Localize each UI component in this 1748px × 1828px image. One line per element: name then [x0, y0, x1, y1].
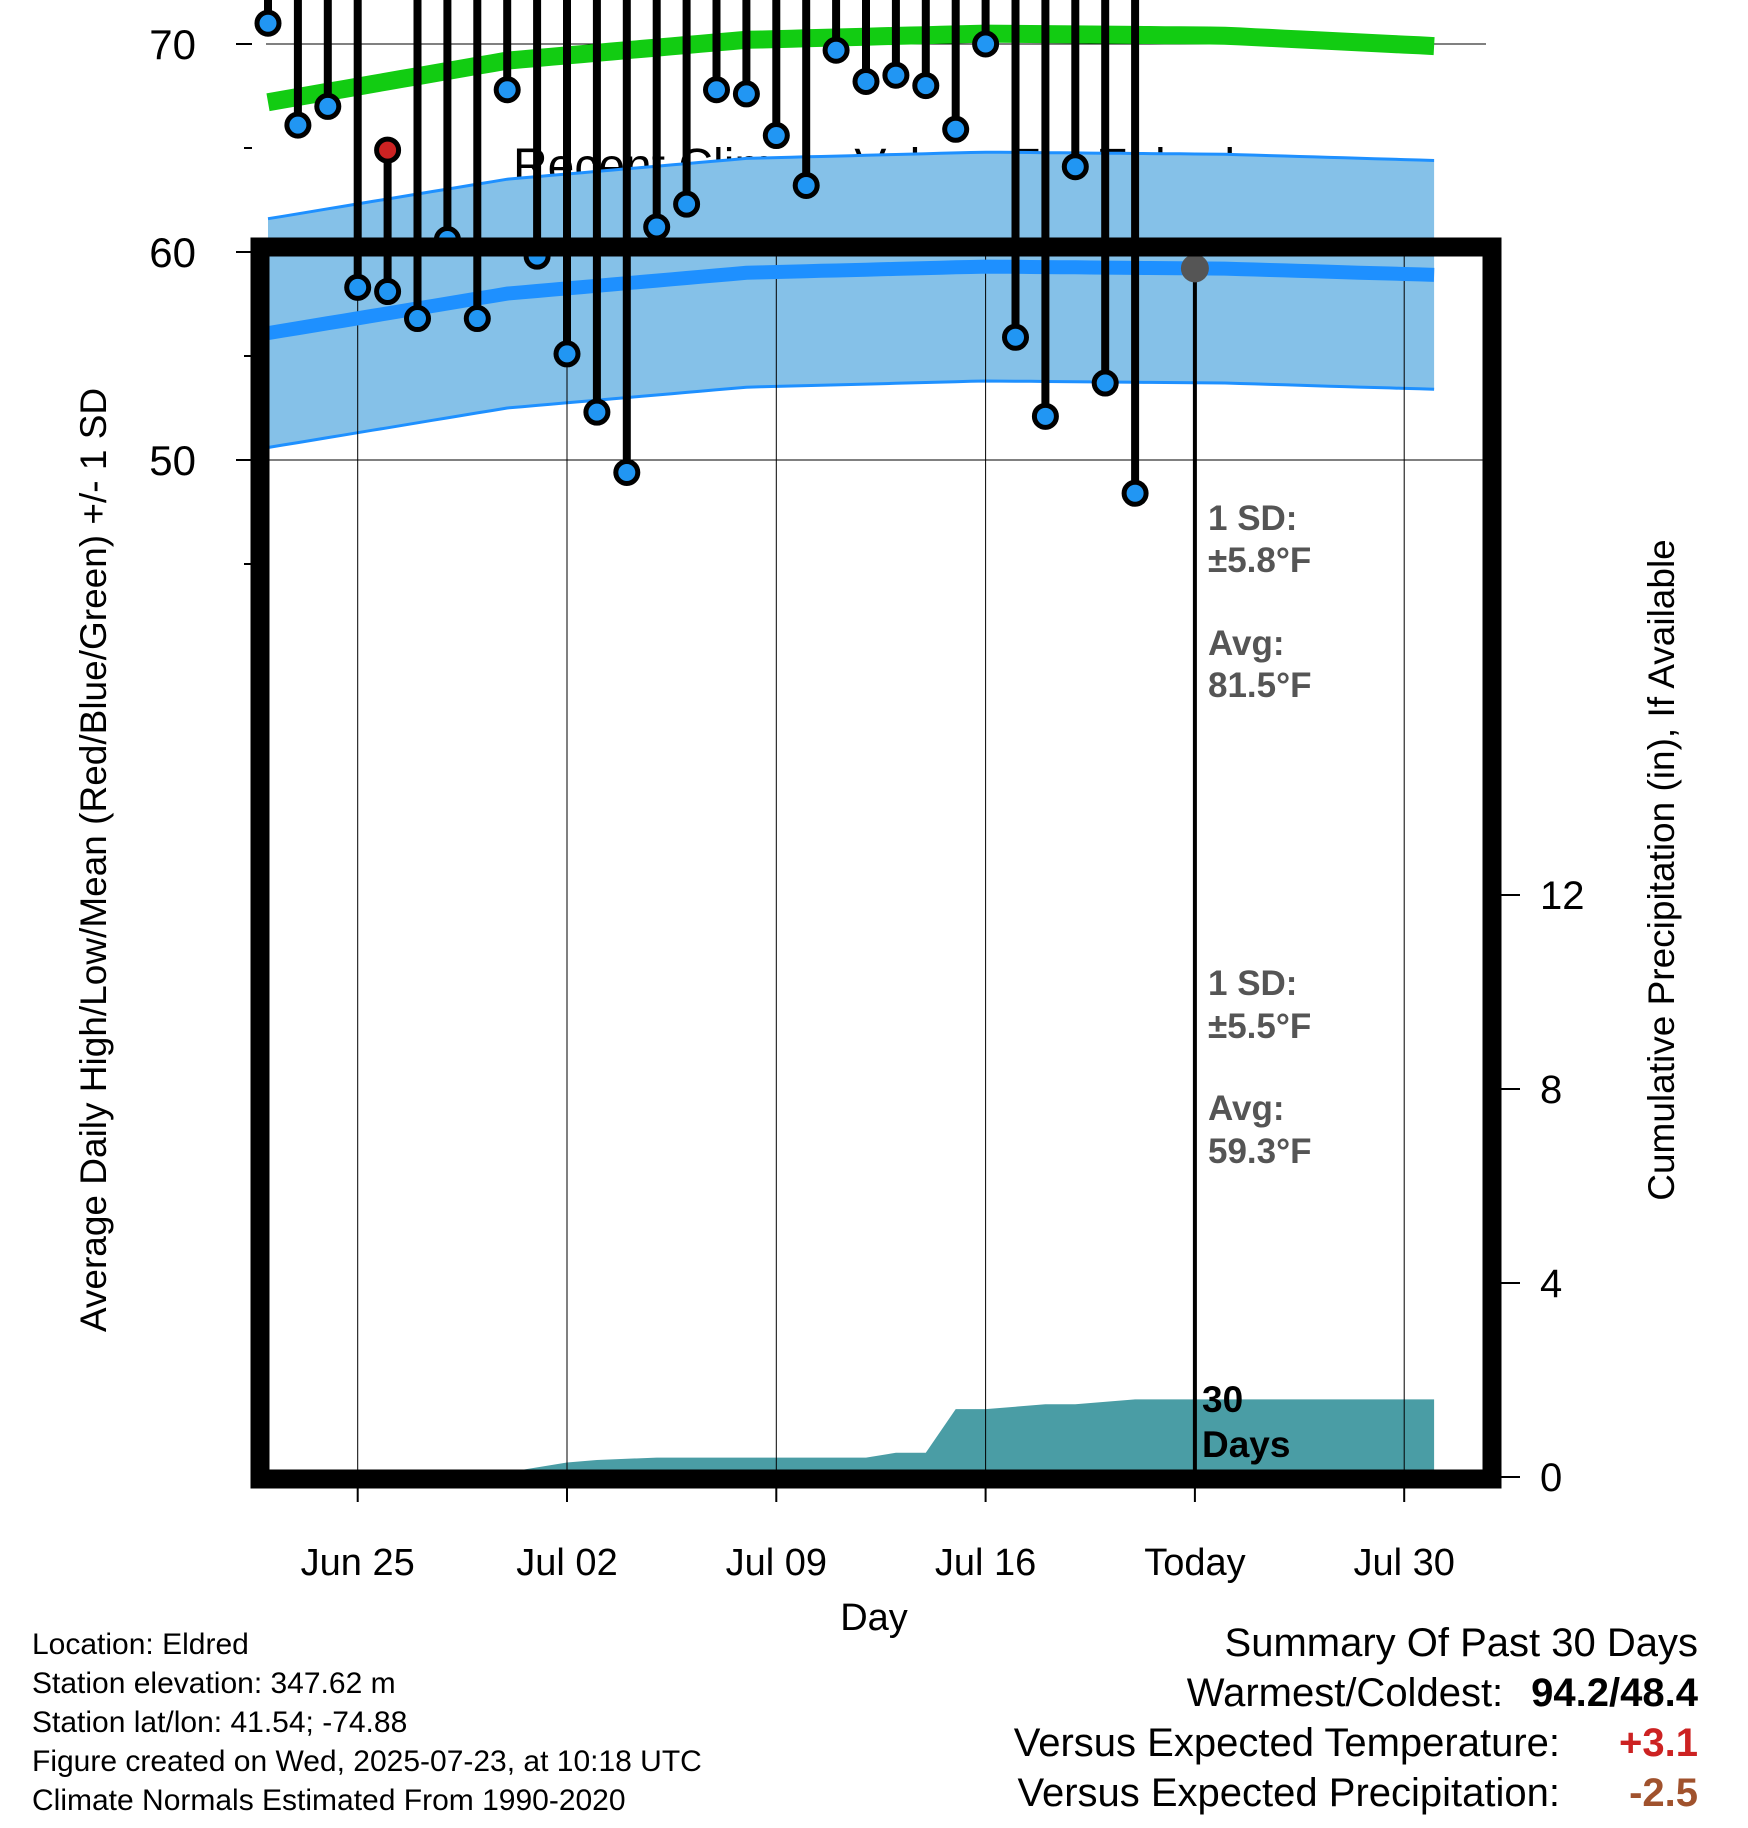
daily-stems: [254, 0, 1149, 507]
daily-low-dot: [822, 36, 850, 64]
summary-precipitation: Versus Expected Precipitation: -2.5: [798, 1768, 1698, 1818]
y-tick-label: 70: [149, 21, 196, 68]
y-tick-label: 50: [149, 437, 196, 484]
daily-low-dot: [404, 305, 431, 333]
axes: Jun 25 Jul 02 Jul 09 Jul 16 Today Jul 30 50 60 7…: [149, 21, 1585, 1584]
y-tick-label: 60: [149, 229, 196, 276]
low-sd-label: 1 SD:: [1208, 964, 1297, 1003]
warmest-coldest-label: Warmest/Coldest:: [1186, 1671, 1504, 1715]
warmest-coldest-value: 94.2/48.4: [1531, 1671, 1698, 1715]
elevation-text: Station elevation: 347.62 m: [32, 1667, 396, 1700]
daily-low-dot: [553, 340, 581, 368]
daily-low-dot: [284, 111, 312, 139]
high-sd-value: ±5.8°F: [1208, 541, 1311, 580]
y2-tick-label: 8: [1540, 1068, 1562, 1112]
summary-heading: Summary Of Past 30 Days: [1224, 1621, 1698, 1665]
daily-low-dot: [942, 115, 970, 143]
daily-low-dot: [972, 30, 1000, 58]
daily-low-dot: [1121, 479, 1149, 507]
low-sd-value: ±5.5°F: [1208, 1007, 1311, 1046]
x-tick-label: Today: [1144, 1542, 1245, 1584]
low-avg-value: 59.3°F: [1208, 1132, 1312, 1171]
temp-anomaly-value: +3.1: [1619, 1721, 1698, 1765]
daily-low-dot: [1091, 369, 1119, 397]
x-tick-label: Jun 25: [301, 1542, 415, 1584]
daily-low-dot: [1061, 153, 1089, 181]
low-avg-label: Avg:: [1208, 1089, 1284, 1128]
y2-tick-label: 12: [1540, 874, 1585, 918]
daily-low-dot: [1002, 323, 1029, 351]
x-tick-label: Jul 30: [1353, 1542, 1454, 1584]
daily-low-dot: [882, 61, 910, 89]
normal-lines: [266, 24, 1435, 341]
y-axis-label-right: Cumulative Precipitation (in), If Availa…: [1641, 539, 1682, 1201]
location-text: Location: Eldred: [32, 1628, 249, 1661]
summary-panel: Summary Of Past 30 Days Warmest/Coldest:…: [798, 1618, 1698, 1818]
latlon-text: Station lat/lon: 41.54; -74.88: [32, 1706, 408, 1739]
high-avg-value: 81.5°F: [1208, 666, 1312, 705]
low-sd-lower-edge: [267, 379, 1435, 449]
summary-temperature: Versus Expected Temperature: +3.1: [798, 1718, 1698, 1768]
high-sd-label: 1 SD:: [1208, 499, 1297, 538]
today-marker: [1180, 252, 1209, 1474]
daily-low-dot: [374, 278, 402, 306]
x-tick-label: Jul 02: [516, 1542, 617, 1584]
x-tick-label: Jul 09: [726, 1542, 827, 1584]
precip-anomaly-label: Versus Expected Precipitation:: [1017, 1771, 1560, 1815]
daily-low-dot: [703, 76, 730, 104]
daily-high-dot: [374, 136, 402, 164]
normal-mean-line: [266, 24, 1435, 112]
daily-low-dot: [493, 76, 521, 104]
today-low-avg-dot: [1180, 254, 1209, 283]
low-sd-band: [268, 152, 1435, 448]
created-text: Figure created on Wed, 2025-07-23, at 10…: [32, 1745, 702, 1778]
days-number: 30: [1202, 1379, 1243, 1420]
normals-text: Climate Normals Estimated From 1990-2020: [32, 1784, 626, 1817]
normal-bands: [267, 150, 1435, 449]
days-word: Days: [1202, 1424, 1290, 1465]
temp-anomaly-label: Versus Expected Temperature:: [1013, 1721, 1560, 1765]
daily-low-dot: [673, 190, 701, 218]
daily-low-dot: [852, 67, 880, 95]
daily-low-dot: [732, 80, 760, 108]
normal-low-line: [266, 259, 1435, 341]
daily-low-dot: [254, 9, 282, 37]
x-tick-label: Jul 16: [935, 1542, 1036, 1584]
daily-low-dot: [314, 92, 342, 120]
precip-area: [268, 1399, 1435, 1477]
y2-tick-label: 0: [1540, 1456, 1562, 1500]
station-info: Location: Eldred Station elevation: 347.…: [32, 1625, 832, 1820]
daily-low-dot: [613, 458, 641, 486]
daily-low-dot: [792, 171, 820, 199]
plot-frame: [250, 237, 1502, 1489]
daily-low-dot: [762, 122, 790, 150]
plot-area: 1 SD: ±5.8°F Avg: 81.5°F 1 SD: ±5.5°F Av…: [250, 0, 1502, 1489]
daily-low-dot: [344, 273, 372, 301]
daily-low-dot: [912, 72, 940, 100]
grid-lines: [266, 43, 1486, 1474]
precip-anomaly-value: -2.5: [1629, 1771, 1698, 1815]
y-axis-label-left: Average Daily High/Low/Mean (Red/Blue/Gr…: [73, 388, 114, 1332]
daily-low-dot: [463, 305, 491, 333]
daily-low-dot: [643, 213, 671, 241]
y2-tick-label: 4: [1540, 1262, 1562, 1306]
low-sd-upper-edge: [267, 150, 1435, 221]
summary-warmest-coldest: Warmest/Coldest: 94.2/48.4: [798, 1668, 1698, 1718]
daily-low-dot: [583, 398, 611, 426]
high-avg-label: Avg:: [1208, 624, 1284, 663]
precipitation-area: [268, 1399, 1435, 1477]
annotations: 1 SD: ±5.8°F Avg: 81.5°F 1 SD: ±5.5°F Av…: [1202, 499, 1312, 1465]
daily-low-dot: [1031, 402, 1059, 430]
x-axis-label: Day: [840, 1597, 908, 1639]
